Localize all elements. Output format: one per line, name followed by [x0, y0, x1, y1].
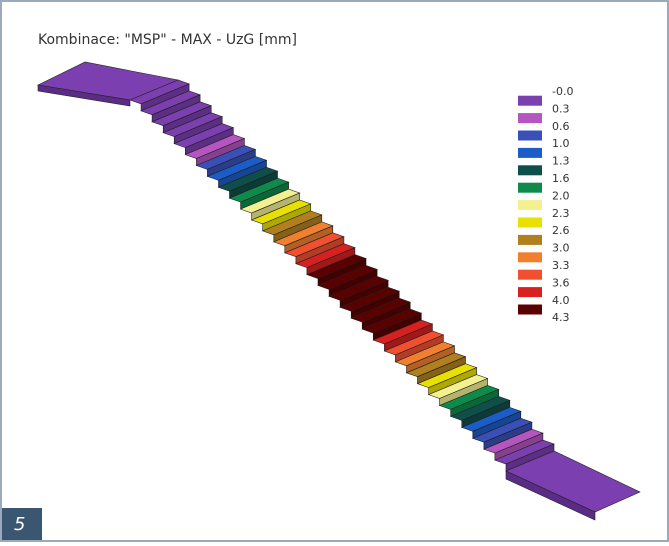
- legend-swatch: [518, 305, 542, 315]
- legend-swatch: [518, 131, 542, 141]
- legend-label: 3.6: [552, 276, 570, 289]
- legend-swatch: [518, 218, 542, 228]
- legend-label: 2.6: [552, 224, 570, 237]
- legend-swatch: [518, 252, 542, 262]
- legend-label: 2.0: [552, 189, 570, 202]
- figure-number: 5: [14, 514, 25, 535]
- legend-swatch: [518, 113, 542, 123]
- legend-swatch: [518, 96, 542, 106]
- legend-swatch: [518, 148, 542, 158]
- legend-label: 4.0: [552, 294, 570, 307]
- legend-label: 1.0: [552, 137, 570, 150]
- legend-label: 0.3: [552, 102, 570, 115]
- legend-label: 0.6: [552, 120, 570, 133]
- legend-label: 3.0: [552, 242, 570, 255]
- legend-swatch: [518, 287, 542, 297]
- legend-label: 2.3: [552, 207, 570, 220]
- legend-label: 1.6: [552, 172, 570, 185]
- legend-swatch: [518, 235, 542, 245]
- legend-swatch: [518, 200, 542, 210]
- legend-swatch: [518, 270, 542, 280]
- legend-label: 3.3: [552, 259, 570, 272]
- legend-label: 4.3: [552, 311, 570, 324]
- legend-swatch: [518, 165, 542, 175]
- plot-title: Kombinace: "MSP" - MAX - UzG [mm]: [38, 32, 297, 48]
- legend-label: 1.3: [552, 155, 570, 168]
- legend-label: -0.0: [552, 85, 573, 98]
- legend-swatch: [518, 183, 542, 193]
- figure: Kombinace: "MSP" - MAX - UzG [mm] -0.0 0.…: [0, 0, 669, 542]
